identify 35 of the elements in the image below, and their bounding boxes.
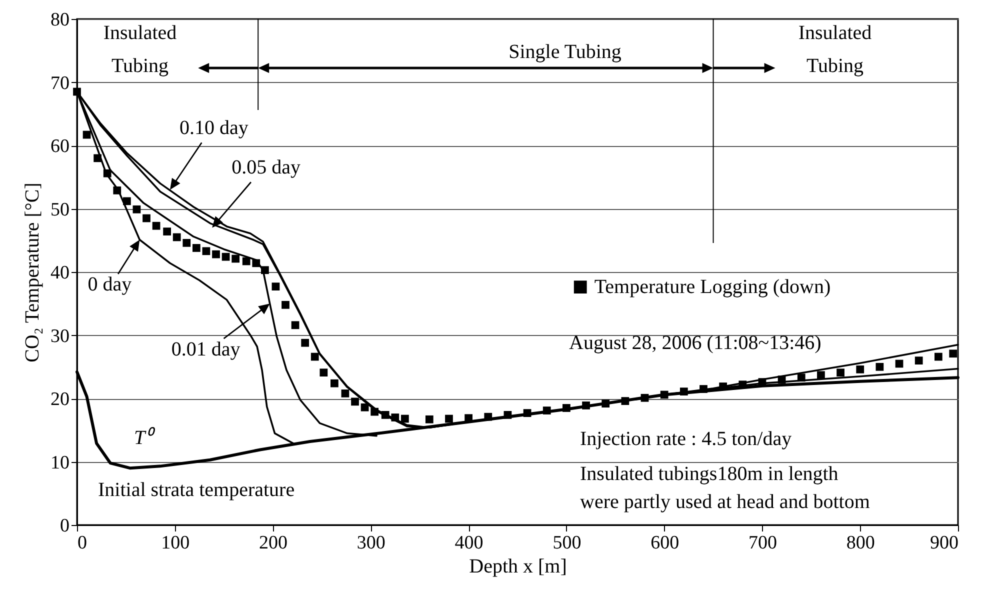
annotation: Single Tubing	[508, 41, 622, 63]
x-axis-title: Depth x [m]	[469, 556, 567, 578]
x-tick-label: 100	[161, 532, 190, 554]
x-tick-label: 400	[454, 532, 484, 554]
annotation: Injection rate : 4.5 ton/day	[580, 428, 792, 450]
y-tick-label: 70	[50, 72, 70, 94]
x-tick-label: 0	[78, 532, 87, 554]
annotation: 0.10 day	[180, 116, 248, 139]
annotation: T⁰	[134, 426, 156, 449]
annotation: were partly used at head and bottom	[580, 491, 870, 513]
y-tick-label: 50	[50, 199, 70, 220]
x-tick-label: 300	[356, 532, 386, 554]
annotation: 0 day	[88, 274, 132, 296]
x-tick-label: 200	[259, 532, 288, 554]
x-tick-label: 700	[748, 532, 777, 554]
x-tick-label: 600	[650, 532, 680, 554]
y-tick-label: 60	[50, 136, 70, 157]
y-tick-label: 0	[60, 516, 70, 536]
y-tick-label: 80	[50, 10, 70, 30]
annotation: Initial strata temperature	[98, 479, 295, 501]
x-tick-label: 500	[552, 532, 582, 554]
x-tick-label: 800	[846, 532, 875, 554]
y-tick-label: 10	[50, 452, 70, 474]
y-axis-title: CO₂ Temperature [°C]	[22, 182, 44, 362]
y-tick-label: 20	[50, 389, 70, 410]
y-tick-label: 30	[50, 326, 70, 347]
x-tick-label: 900	[930, 532, 958, 554]
annotation: Insulated Tubing	[798, 22, 872, 77]
annotation: August 28, 2006 (11:08~13:46)	[569, 332, 822, 354]
y-tick-label: 40	[50, 262, 70, 284]
annotation: 0.05 day	[232, 156, 301, 179]
annotation: Insulated Tubing	[103, 22, 177, 77]
annotation: Insulated tubings180m in length	[580, 463, 838, 485]
legend-label: Temperature Logging (down)	[594, 276, 831, 298]
annotation: 0.01 day	[171, 338, 240, 361]
